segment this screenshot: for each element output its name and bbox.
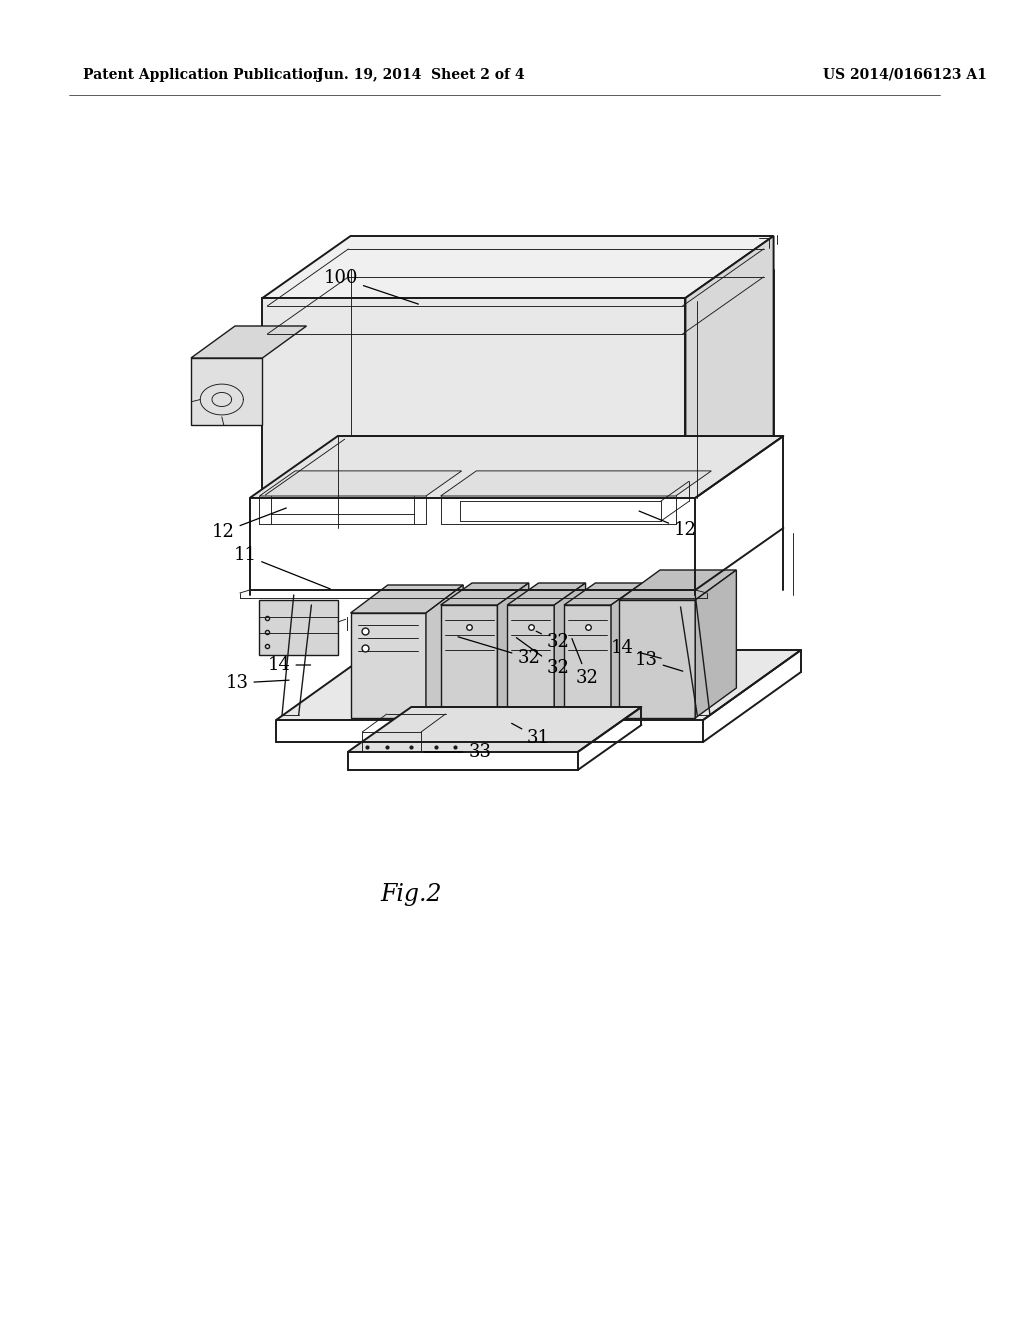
Polygon shape xyxy=(685,236,773,498)
Polygon shape xyxy=(426,585,463,718)
Polygon shape xyxy=(350,612,426,718)
Polygon shape xyxy=(695,570,736,718)
Polygon shape xyxy=(564,583,642,605)
Polygon shape xyxy=(554,583,586,718)
Text: 13: 13 xyxy=(635,651,683,671)
Text: 31: 31 xyxy=(512,723,550,747)
Text: 32: 32 xyxy=(516,638,569,677)
Text: 32: 32 xyxy=(572,639,599,686)
Polygon shape xyxy=(498,583,528,718)
Polygon shape xyxy=(259,471,462,496)
Polygon shape xyxy=(440,471,712,496)
Text: 12: 12 xyxy=(212,508,287,541)
Polygon shape xyxy=(618,601,695,718)
Text: 33: 33 xyxy=(424,743,492,762)
Text: 32: 32 xyxy=(458,636,541,667)
Polygon shape xyxy=(507,605,554,718)
Text: US 2014/0166123 A1: US 2014/0166123 A1 xyxy=(822,69,986,82)
Text: Jun. 19, 2014  Sheet 2 of 4: Jun. 19, 2014 Sheet 2 of 4 xyxy=(317,69,525,82)
Polygon shape xyxy=(618,570,736,601)
Polygon shape xyxy=(259,601,338,655)
Text: 14: 14 xyxy=(610,639,662,659)
Polygon shape xyxy=(507,583,586,605)
Polygon shape xyxy=(190,358,262,425)
Polygon shape xyxy=(250,436,783,498)
Polygon shape xyxy=(262,236,773,298)
Text: 11: 11 xyxy=(233,546,331,589)
Text: 14: 14 xyxy=(267,656,310,675)
Text: 32: 32 xyxy=(537,631,569,651)
Polygon shape xyxy=(611,583,642,718)
Polygon shape xyxy=(350,585,463,612)
Polygon shape xyxy=(190,326,306,358)
Text: 13: 13 xyxy=(225,675,289,692)
Text: Patent Application Publication: Patent Application Publication xyxy=(83,69,323,82)
Text: 100: 100 xyxy=(324,269,419,304)
Polygon shape xyxy=(262,298,685,498)
Text: 12: 12 xyxy=(639,511,697,539)
Text: Fig.2: Fig.2 xyxy=(381,883,442,907)
Polygon shape xyxy=(440,605,498,718)
Polygon shape xyxy=(276,649,801,719)
Polygon shape xyxy=(564,605,611,718)
Polygon shape xyxy=(440,583,528,605)
Polygon shape xyxy=(347,708,641,752)
